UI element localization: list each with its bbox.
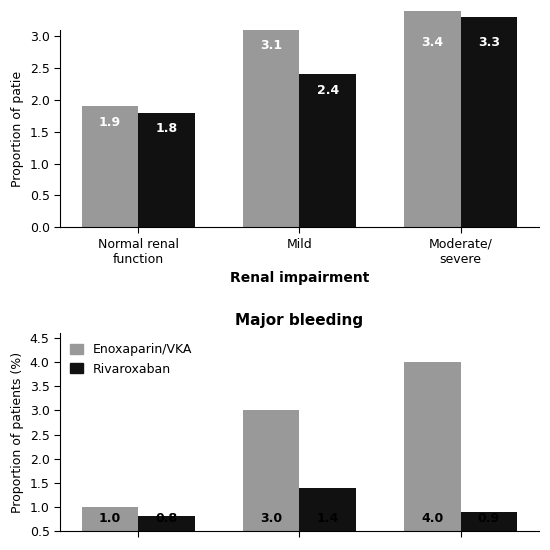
Bar: [300, 487, 356, 550]
Bar: [300, 74, 356, 227]
Text: 0.8: 0.8: [156, 512, 178, 525]
Text: 1.4: 1.4: [317, 512, 339, 525]
Text: 1.8: 1.8: [156, 122, 178, 135]
Text: 3.1: 3.1: [260, 39, 282, 52]
Bar: [243, 30, 300, 227]
Title: Major bleeding: Major bleeding: [235, 313, 364, 328]
Text: 4.0: 4.0: [421, 512, 444, 525]
Text: 3.0: 3.0: [260, 512, 282, 525]
Text: 3.3: 3.3: [478, 36, 500, 49]
Bar: [461, 17, 517, 227]
Y-axis label: Proportion of patients (%): Proportion of patients (%): [11, 351, 24, 513]
Bar: [138, 516, 195, 550]
Text: 3.4: 3.4: [421, 36, 443, 49]
Text: 1.9: 1.9: [99, 116, 121, 129]
Y-axis label: Proportion of patie: Proportion of patie: [11, 70, 24, 186]
Bar: [404, 362, 461, 550]
Bar: [404, 10, 461, 227]
Text: 2.4: 2.4: [317, 84, 339, 97]
X-axis label: Renal impairment: Renal impairment: [230, 271, 369, 285]
Bar: [461, 512, 517, 550]
Bar: [82, 507, 138, 550]
Legend: Enoxaparin/VKA, Rivaroxaban: Enoxaparin/VKA, Rivaroxaban: [67, 339, 196, 380]
Bar: [82, 106, 138, 227]
Text: 0.9: 0.9: [478, 512, 500, 525]
Bar: [243, 410, 300, 550]
Bar: [138, 113, 195, 227]
Text: 1.0: 1.0: [99, 512, 121, 525]
